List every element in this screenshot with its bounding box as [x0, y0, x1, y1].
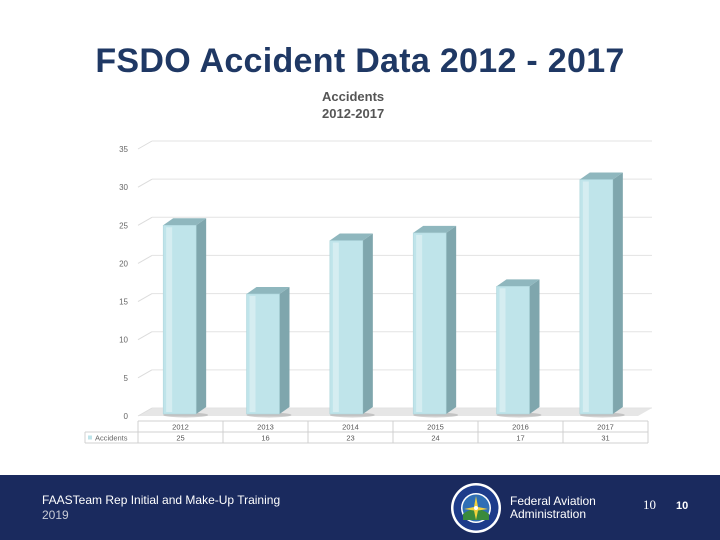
footer-year: 2019 — [42, 508, 69, 522]
data-table: Accidents 2012 25 2013 16 2014 23 2015 24 2016 17 2… — [84, 420, 649, 444]
slide-title: FSDO Accident Data 2012 - 2017 — [95, 42, 625, 80]
gridline-diagonal — [137, 293, 153, 303]
x-category-label: 2017 — [597, 423, 614, 432]
bar-side — [362, 233, 373, 414]
data-value-label: 24 — [431, 434, 439, 443]
x-category-label: 2012 — [172, 423, 189, 432]
data-value-label: 23 — [346, 434, 354, 443]
chart-title: Accidents 2012-2017 — [322, 88, 442, 122]
slide-number: 10 — [676, 500, 689, 512]
bar-top — [579, 172, 623, 180]
bar-highlight — [166, 227, 173, 412]
bar-front — [329, 240, 364, 415]
faa-seal-icon — [451, 483, 501, 533]
chart-title-line1: Accidents — [322, 89, 385, 104]
bar-chart: 0 5 10 15 20 25 30 35 Accidents 2012 25 2013 16 2014… — [84, 140, 652, 444]
bar-side — [279, 286, 290, 414]
y-tick-label: 15 — [119, 298, 128, 307]
legend-series-name: Accidents — [95, 434, 128, 443]
y-tick-label: 10 — [119, 336, 128, 345]
chart-title-line2: 2012-2017 — [322, 106, 385, 121]
bar — [329, 233, 375, 418]
y-axis-ticks: 0 5 10 15 20 25 30 35 — [119, 145, 128, 421]
data-value-label: 25 — [176, 434, 184, 443]
bar-side — [529, 279, 540, 414]
y-tick-label: 25 — [119, 221, 128, 230]
bar-front — [412, 232, 447, 415]
x-category-label: 2014 — [342, 423, 359, 432]
bar — [412, 225, 459, 418]
bar — [246, 286, 292, 418]
bar-top — [246, 286, 290, 294]
gridline-diagonal — [137, 369, 153, 379]
gridline-diagonal — [137, 216, 153, 226]
page-number: 10 — [643, 497, 656, 512]
data-value-label: 31 — [601, 434, 609, 443]
bar-top — [329, 233, 373, 241]
bar-front — [579, 179, 614, 415]
bar-top — [496, 279, 540, 287]
bar-side — [612, 172, 623, 414]
bar-front — [162, 225, 197, 415]
footer-course-title: FAASTeam Rep Initial and Make-Up Trainin… — [42, 493, 281, 507]
bar-highlight — [416, 234, 423, 412]
bar — [579, 172, 625, 418]
x-category-label: 2015 — [427, 423, 444, 432]
gridline-diagonal — [137, 178, 153, 188]
footer-bar: FAASTeam Rep Initial and Make-Up Trainin… — [0, 475, 720, 540]
bar — [162, 218, 209, 418]
y-tick-label: 35 — [119, 145, 128, 154]
y-tick-label: 20 — [119, 259, 128, 268]
bar-highlight — [332, 242, 339, 412]
data-value-label: 17 — [516, 434, 524, 443]
agency-name-line2: Administration — [510, 507, 587, 521]
chart-floor — [138, 408, 652, 416]
gridline-diagonal — [137, 407, 153, 417]
agency-name: Federal Aviation Administration — [510, 495, 596, 521]
bar-front — [246, 293, 280, 415]
x-category-label: 2016 — [512, 423, 529, 432]
chart-gridlines — [137, 140, 652, 417]
bar-side — [446, 225, 457, 414]
bar-highlight — [249, 295, 256, 412]
bar-top — [163, 218, 207, 226]
chart-bars — [162, 172, 625, 418]
gridline-diagonal — [137, 254, 153, 264]
y-tick-label: 5 — [124, 374, 129, 383]
x-category-label: 2013 — [257, 423, 274, 432]
chart-floor-plane — [138, 408, 652, 416]
y-tick-label: 0 — [124, 412, 129, 421]
y-tick-label: 30 — [119, 183, 128, 192]
gridline-diagonal — [137, 331, 153, 341]
bar-top — [413, 225, 457, 233]
data-value-label: 16 — [261, 434, 269, 443]
bar — [496, 279, 542, 418]
bar-side — [196, 218, 207, 414]
legend-key — [88, 435, 92, 440]
bar-front — [496, 286, 530, 415]
bar-highlight — [499, 288, 506, 412]
agency-name-line1: Federal Aviation — [510, 494, 596, 508]
bar-highlight — [582, 181, 589, 412]
footer-course-info: FAASTeam Rep Initial and Make-Up Trainin… — [42, 493, 280, 523]
gridline-diagonal — [137, 140, 153, 150]
